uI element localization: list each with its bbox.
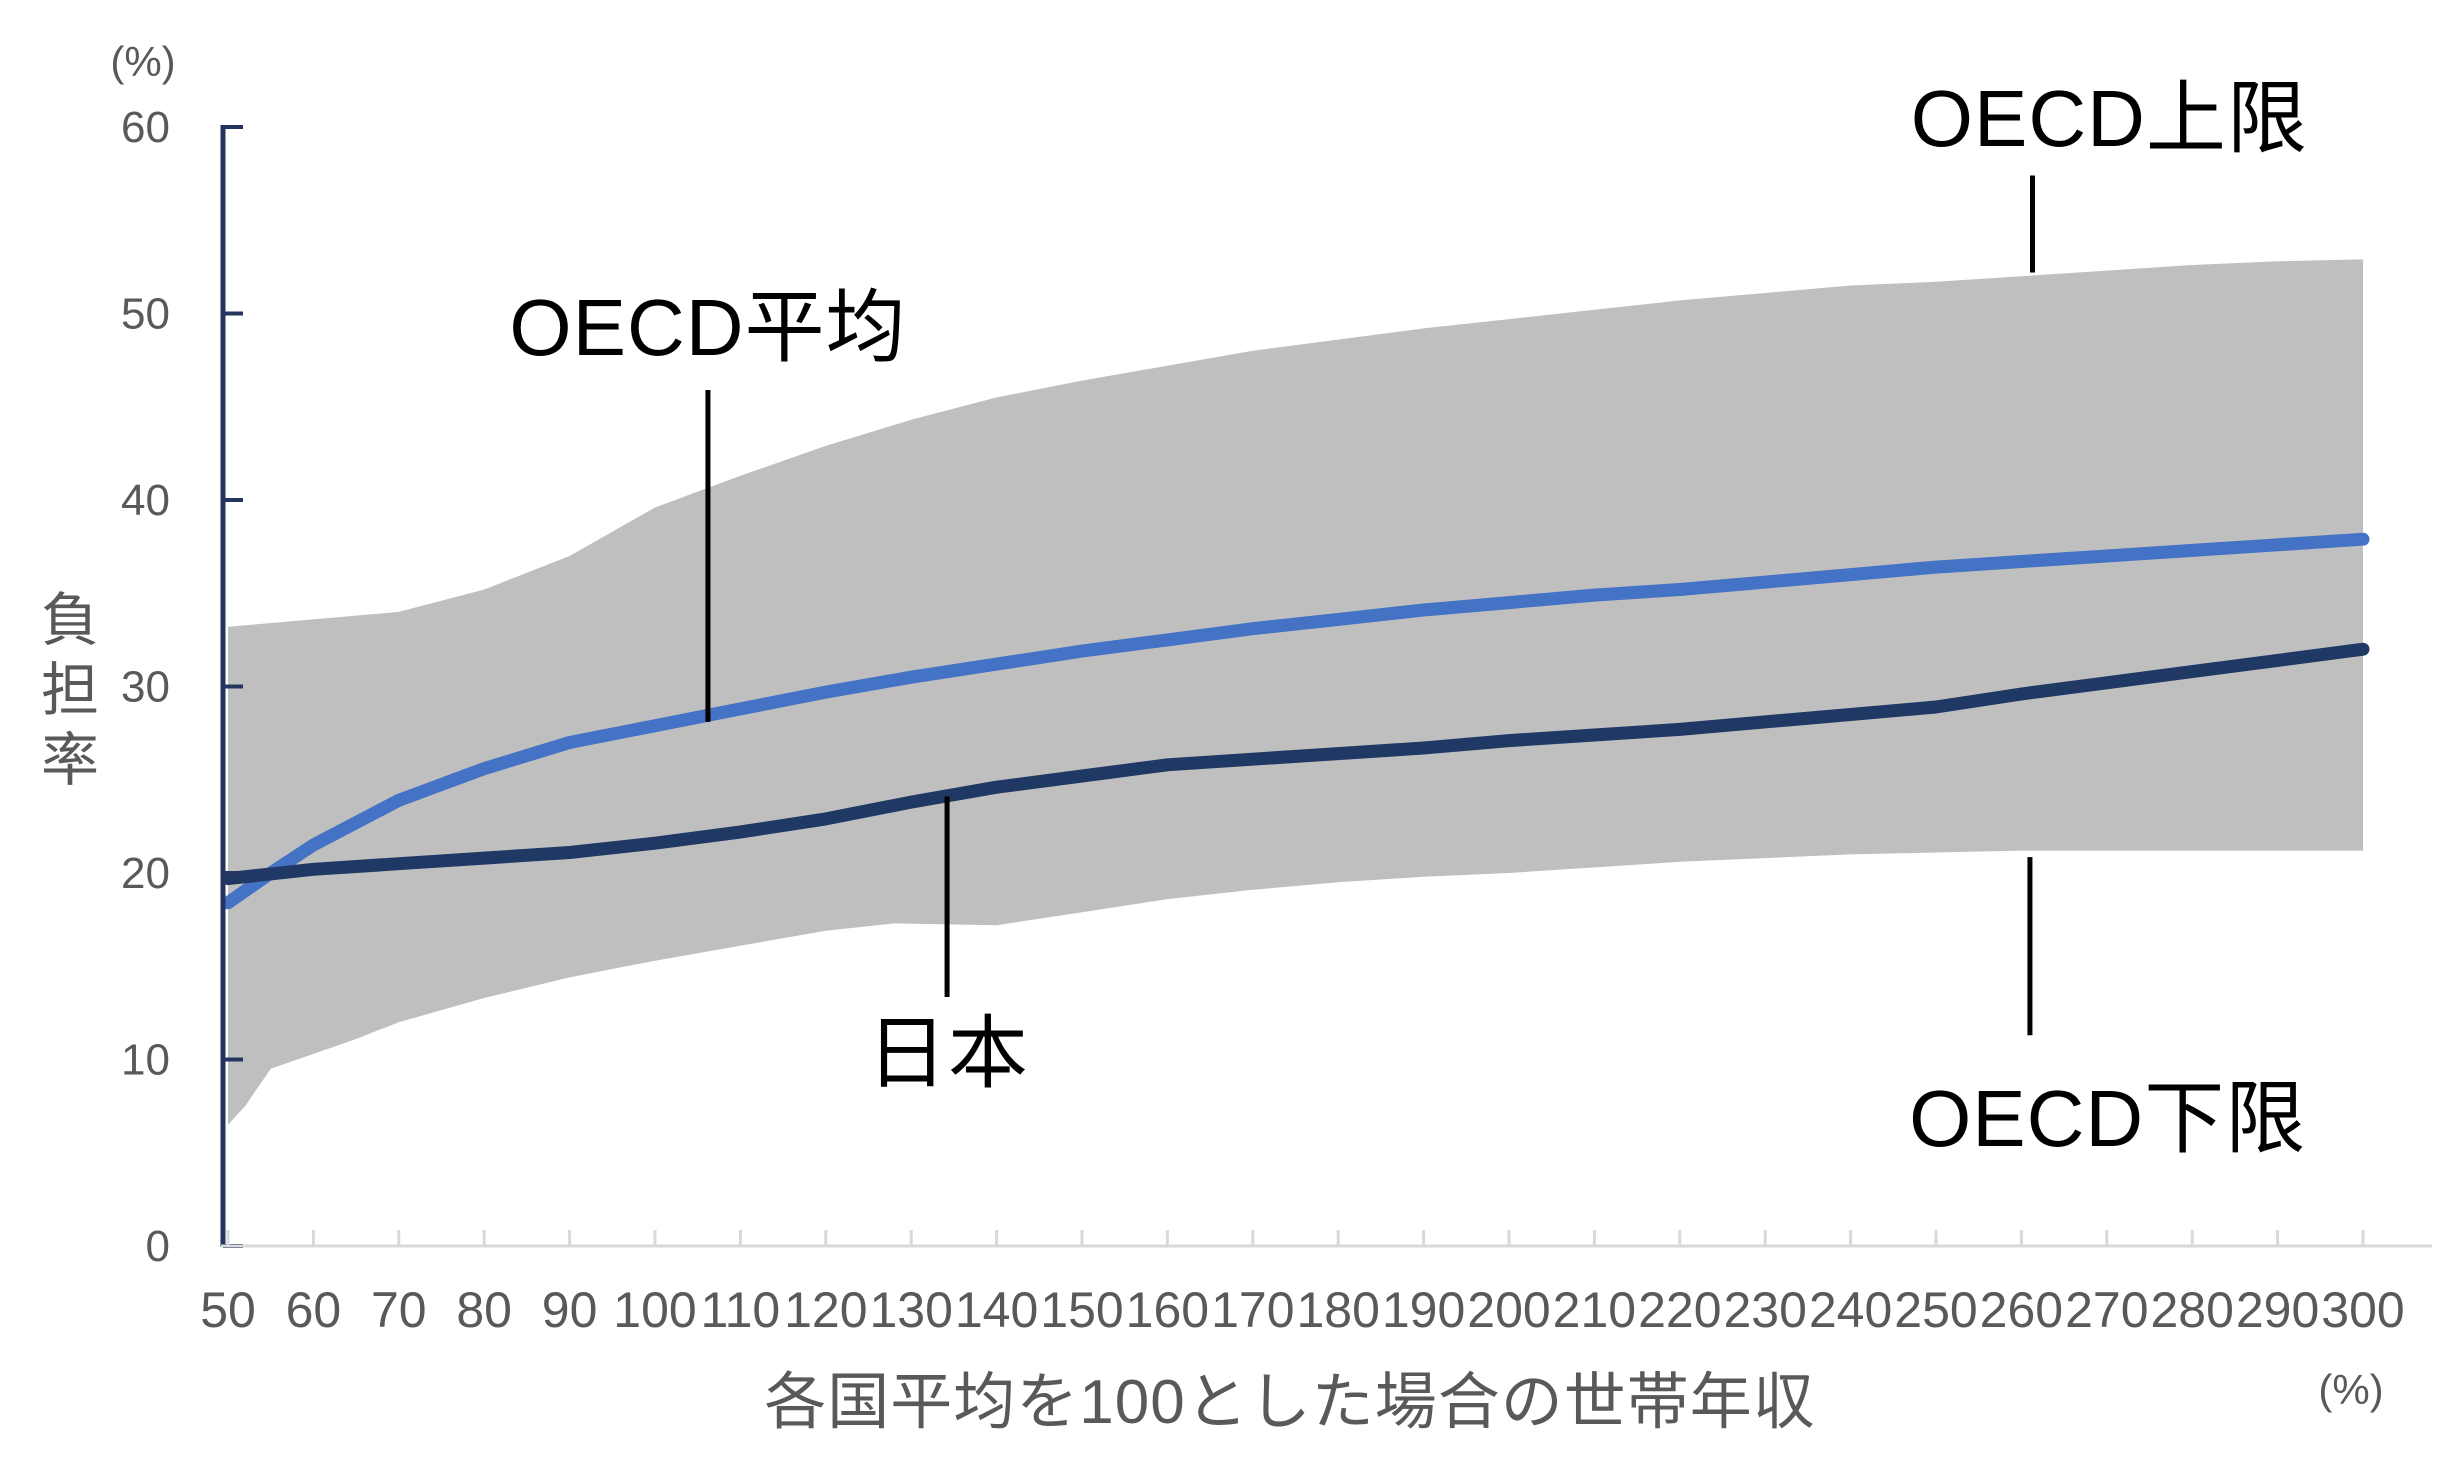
x-tick-label: 180 <box>1296 1282 1379 1338</box>
x-tick-label: 120 <box>784 1282 867 1338</box>
annotation-oecd-average: OECD平均 <box>509 282 907 372</box>
x-tick-label: 200 <box>1467 1282 1550 1338</box>
oecd-average-line <box>221 532 2370 910</box>
x-tick-label: 190 <box>1382 1282 1465 1338</box>
japan-line <box>221 642 2370 886</box>
oecd-range-band <box>228 259 2363 1125</box>
annotation-oecd-lower: OECD下限 <box>1909 1073 2307 1163</box>
x-tick-label: 300 <box>2321 1282 2404 1338</box>
x-tick-label: 240 <box>1809 1282 1892 1338</box>
annotation-japan: 日本 <box>866 1009 1029 1099</box>
x-tick-label: 270 <box>2065 1282 2148 1338</box>
x-tick-label: 80 <box>456 1282 512 1338</box>
y-tick-label: 40 <box>121 476 170 525</box>
x-tick-label: 70 <box>371 1282 427 1338</box>
x-tick-label: 210 <box>1553 1282 1636 1338</box>
x-axis-ticks <box>226 1230 2365 1245</box>
x-tick-label: 90 <box>542 1282 598 1338</box>
x-tick-label: 100 <box>613 1282 696 1338</box>
x-tick-label: 260 <box>1980 1282 2063 1338</box>
x-tick-label: 60 <box>286 1282 342 1338</box>
x-tick-label: 220 <box>1638 1282 1721 1338</box>
x-tick-label: 160 <box>1126 1282 1209 1338</box>
x-tick-label: 50 <box>200 1282 256 1338</box>
x-tick-label: 290 <box>2236 1282 2319 1338</box>
x-tick-label: 130 <box>869 1282 952 1338</box>
x-axis-unit-label: (%) <box>2318 1366 2384 1413</box>
x-tick-label: 140 <box>955 1282 1038 1338</box>
y-tick-label: 0 <box>146 1222 170 1271</box>
x-tick-labels: 50 60 70 80 90 100 110 120 130 140 150 160 170 180 190… <box>200 1282 2405 1338</box>
y-axis-unit-label: (%) <box>110 38 176 85</box>
x-tick-label: 250 <box>1894 1282 1977 1338</box>
y-tick-label: 10 <box>121 1036 170 1085</box>
y-axis-title: 負担率 <box>32 589 97 799</box>
x-tick-label: 280 <box>2150 1282 2233 1338</box>
y-tick-label: 30 <box>121 663 170 712</box>
x-tick-label: 230 <box>1723 1282 1806 1338</box>
y-tick-labels: 0 10 20 30 40 50 60 <box>121 103 170 1271</box>
y-tick-label: 50 <box>121 290 170 339</box>
y-tick-label: 60 <box>121 103 170 152</box>
x-tick-label: 150 <box>1040 1282 1123 1338</box>
annotation-oecd-upper: OECD上限 <box>1910 74 2308 164</box>
y-tick-label: 20 <box>121 849 170 898</box>
x-tick-label: 170 <box>1211 1282 1294 1338</box>
annotation-leader-lines <box>705 175 2036 1036</box>
x-axis-title: 各国平均を100とした場合の世帯年収 <box>764 1368 1816 1437</box>
x-tick-label: 110 <box>701 1282 781 1338</box>
